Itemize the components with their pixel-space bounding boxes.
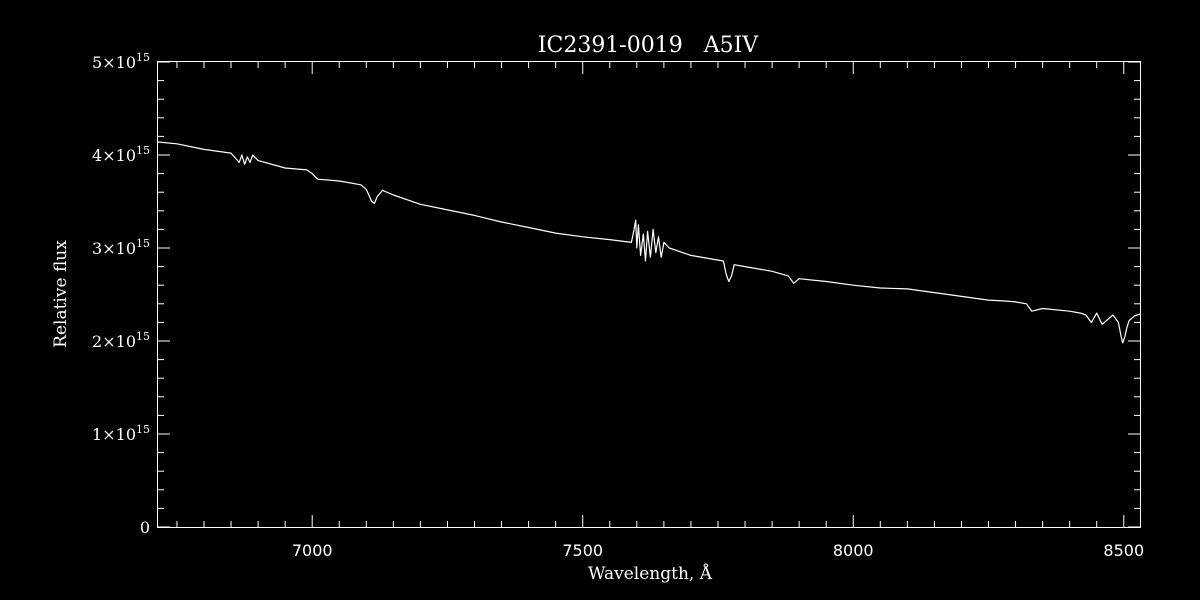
y-tick-label: 5×1015 [92, 51, 150, 72]
y-tick-label: 4×1015 [92, 144, 150, 165]
y-tick-label: 2×1015 [92, 330, 150, 351]
plot-frame [157, 61, 1141, 528]
chart-title: IC2391-0019 A5IV [538, 33, 759, 58]
y-tick-label: 3×1015 [92, 237, 150, 258]
spectrum-line [157, 141, 1141, 344]
y-tick-label: 1×1015 [92, 423, 150, 444]
y-tick-labels: 0 1×1015 2×1015 3×1015 4×1015 5×1015 [92, 51, 150, 537]
y-axis-label: Relative flux [51, 240, 71, 348]
x-tick-label: 7000 [292, 541, 333, 560]
y-tick-label: 0 [140, 518, 150, 537]
x-tick-labels: 7000 7500 8000 8500 [292, 541, 1144, 560]
x-tick-label: 8000 [833, 541, 874, 560]
axis-ticks [158, 61, 1140, 528]
x-tick-label: 7500 [562, 541, 603, 560]
x-tick-label: 8500 [1103, 541, 1144, 560]
x-axis-label: Wavelength, Å [588, 563, 713, 584]
